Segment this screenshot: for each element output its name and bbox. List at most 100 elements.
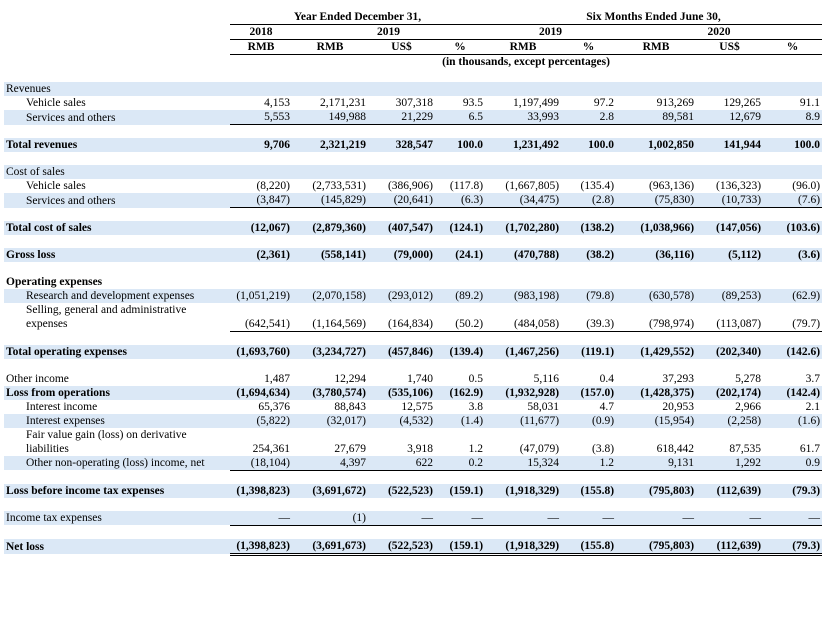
spacer-row	[4, 235, 822, 248]
year-header: 2018	[230, 24, 292, 40]
cell-value: 91.1	[799, 97, 821, 109]
cell-value: (407,547)	[368, 221, 435, 235]
row-label: Vehicle sales	[26, 97, 86, 109]
cell-value: 149,988	[292, 110, 368, 125]
cell-value: 97.2	[593, 97, 615, 109]
cell-value: —	[230, 510, 292, 526]
spacer-row	[4, 125, 822, 139]
cell-value: (8,220)	[256, 180, 290, 192]
cell-value: —	[696, 510, 764, 526]
cell-value: 88,843	[334, 400, 366, 413]
cell-value: (79.8)	[561, 289, 617, 303]
cell-value: (79.3)	[763, 483, 822, 498]
cell-value: (293,012)	[368, 289, 435, 303]
spacer	[4, 69, 822, 82]
cell-value: (20,641)	[368, 193, 435, 208]
cell-value: (202,340)	[696, 344, 764, 359]
table-row: Operating expenses	[4, 275, 822, 289]
cell-value: 61.7	[799, 442, 821, 455]
cell-value: 0.2	[435, 455, 486, 471]
row-label: Loss before income tax expenses	[4, 483, 230, 498]
cell-value: 2.8	[561, 110, 617, 125]
cell-value: (3,234,727)	[292, 344, 368, 359]
cell-value: 622	[368, 455, 435, 471]
cell-value: 1.2	[561, 455, 617, 471]
cell-value: (79.3)	[763, 538, 822, 556]
cell-value: (24.1)	[435, 248, 486, 262]
cell-value: 12,679	[696, 110, 764, 125]
header-row: (in thousands, except percentages)	[4, 55, 822, 70]
cell-value: 307,318	[395, 97, 433, 109]
page: Year Ended December 31, Six Months Ended…	[0, 10, 822, 623]
period-header: Year Ended December 31,	[230, 10, 486, 25]
cell-value: 1.2	[468, 442, 484, 455]
spacer	[230, 82, 822, 96]
cell-value: (484,058)	[485, 303, 562, 332]
row-label: Other income	[6, 372, 69, 385]
cell-value: 1,231,492	[485, 138, 562, 152]
table-body: Year Ended December 31, Six Months Ended…	[4, 10, 822, 556]
row-label: Interest expenses	[4, 413, 230, 428]
cell-value: (795,803)	[616, 483, 697, 498]
cell-value: —	[616, 510, 697, 526]
row-label: Fair value gain (loss) on derivative lia…	[26, 428, 187, 455]
cell-value: (155.8)	[561, 538, 617, 556]
cell-value: 3.7	[805, 372, 821, 385]
table-row: Loss from operations (1,694,634) (3,780,57…	[4, 385, 822, 400]
unit-header: %	[561, 39, 617, 55]
unit-header: RMB	[292, 39, 368, 55]
cell-value: 0.5	[468, 372, 484, 385]
table-row: Research and development expenses (1,051,…	[4, 289, 822, 303]
cell-value: (142.6)	[763, 344, 822, 359]
cell-value: (2,879,360)	[292, 221, 368, 235]
cell-value: 1,740	[407, 372, 433, 385]
cell-value: (1,398,823)	[230, 483, 292, 498]
table-row: Other non-operating (loss) income, net (1…	[4, 455, 822, 471]
row-label: Services and others	[4, 110, 230, 125]
cell-value: (32,017)	[292, 413, 368, 428]
cell-value: (12,067)	[230, 221, 292, 235]
row-label: Services and others	[4, 193, 230, 208]
spacer	[4, 525, 822, 539]
cell-value: (1,918,329)	[485, 538, 562, 556]
cell-value: 9,131	[616, 455, 697, 471]
cell-value: 20,953	[662, 400, 695, 413]
table-row: Total revenues 9,706 2,321,219 328,547 100.0…	[4, 138, 822, 152]
header-row: 2018 2019 2019 2020	[4, 24, 822, 40]
cell-value: (3,691,672)	[292, 483, 368, 498]
cell-value: (36,116)	[616, 248, 697, 262]
cell-value: (522,523)	[368, 483, 435, 498]
unit-header: %	[763, 39, 822, 55]
cell-value: (34,475)	[485, 193, 562, 208]
cell-value: (1,398,823)	[230, 538, 292, 556]
table-row: Other income 1,487 12,294 1,740 0.5 5,116 0.4 3…	[4, 372, 822, 386]
cell-value: (103.6)	[763, 221, 822, 235]
cell-value: (5,822)	[230, 413, 292, 428]
cell-value: (2.8)	[561, 193, 617, 208]
cell-value: (1,694,634)	[230, 385, 292, 400]
table-row: Services and others 5,553 149,988 21,229 6.5…	[4, 110, 822, 125]
table-row: Total operating expenses (1,693,760) (3,23…	[4, 344, 822, 359]
cell-value: (1,038,966)	[616, 221, 697, 235]
cell-value: 100.0	[561, 138, 617, 152]
cell-value: (138.2)	[561, 221, 617, 235]
row-label: Operating expenses	[6, 276, 103, 288]
row-label: Income tax expenses	[4, 510, 230, 525]
cell-value: (75,830)	[616, 193, 697, 208]
cell-value: (386,906)	[387, 180, 433, 192]
cell-value: (2,361)	[230, 248, 292, 262]
cell-value: (136,323)	[715, 180, 762, 192]
table-row: Cost of sales	[4, 165, 822, 179]
row-label: Vehicle sales	[26, 180, 86, 192]
cell-value: (3,780,574)	[292, 385, 368, 400]
row-label: Selling, general and administrative expe…	[26, 304, 187, 330]
cell-value: 33,993	[485, 110, 562, 125]
row-label: Net loss	[4, 538, 230, 554]
unit-header: RMB	[485, 39, 562, 55]
cell-value: (5,112)	[696, 248, 764, 262]
cell-value: (15,954)	[616, 413, 697, 428]
cell-value: —	[763, 510, 822, 526]
table-row: Gross loss (2,361) (558,141) (79,000) (24.1)…	[4, 248, 822, 262]
cell-value: 93.5	[462, 97, 484, 109]
row-label: Total operating expenses	[4, 344, 230, 359]
